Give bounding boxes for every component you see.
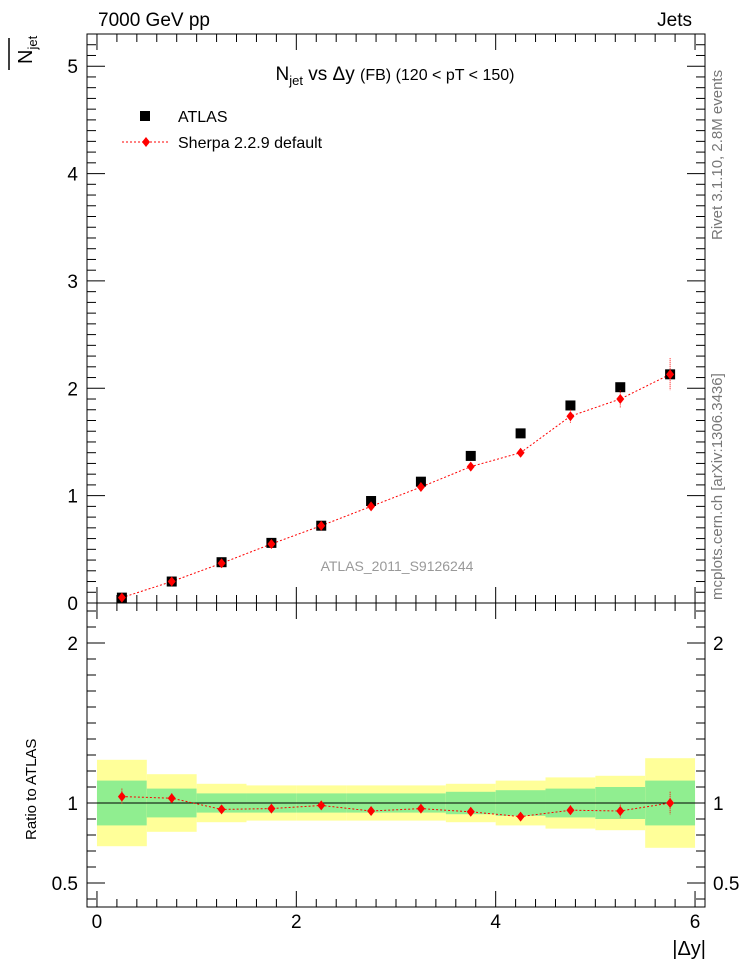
ratio-point xyxy=(516,811,525,822)
xtick-label: 6 xyxy=(690,912,701,933)
sherpa-point xyxy=(666,369,675,380)
legend-sherpa-marker xyxy=(142,137,150,147)
header-right: Jets xyxy=(657,10,692,31)
sherpa-point xyxy=(367,501,376,512)
ratio-point xyxy=(616,806,625,816)
atlas-point xyxy=(415,476,426,487)
xtick-label: 2 xyxy=(291,912,302,933)
legend-atlas-label: ATLAS xyxy=(178,109,228,126)
sherpa-point xyxy=(566,411,575,422)
bottom-ytick-label-right: 1 xyxy=(713,794,724,815)
sherpa-point xyxy=(516,447,525,458)
ratio-point xyxy=(566,805,575,816)
chart-title: Njet vs Δy (FB) (120 < pT < 150) xyxy=(276,64,515,88)
bottom-plot-frame xyxy=(86,602,706,908)
ratio-line xyxy=(121,796,671,818)
legend-sherpa-label: Sherpa 2.2.9 default xyxy=(178,135,323,152)
top-ytick-label: 5 xyxy=(67,57,78,78)
rivet-version-text: Rivet 3.1.10, 2.8M events xyxy=(709,70,726,240)
ratio-point xyxy=(167,793,176,804)
bottom-ytick-label-left: 2 xyxy=(67,634,78,655)
sherpa-line xyxy=(121,373,671,599)
top-ytick-label: 2 xyxy=(67,379,78,400)
sherpa-point xyxy=(267,538,276,549)
top-ylabel: Njet xyxy=(8,35,40,70)
bottom-ytick-label-right: 0.5 xyxy=(713,874,739,895)
bottom-ytick-label-left: 0.5 xyxy=(52,874,78,895)
analysis-watermark: ATLAS_2011_S9126244 xyxy=(321,558,474,574)
header-left: 7000 GeV pp xyxy=(98,10,210,31)
atlas-point xyxy=(366,496,377,507)
sherpa-point xyxy=(416,482,425,493)
xtick-label: 4 xyxy=(490,912,501,933)
sherpa-point xyxy=(466,461,475,472)
ratio-point xyxy=(666,798,675,808)
ratio-point xyxy=(117,791,126,802)
sherpa-point xyxy=(217,558,226,569)
ratio-point xyxy=(416,803,425,814)
legend-atlas-marker xyxy=(140,111,150,121)
atlas-point xyxy=(465,450,476,461)
sherpa-point xyxy=(317,520,326,531)
bottom-ytick-label-right: 2 xyxy=(713,634,724,655)
sherpa-point xyxy=(616,394,625,405)
ratio-point xyxy=(217,804,226,815)
bottom-ytick-label-left: 1 xyxy=(67,794,78,815)
ratio-point xyxy=(367,806,376,816)
bottom-ylabel: Ratio to ATLAS xyxy=(23,739,40,840)
atlas-point xyxy=(615,382,626,393)
sherpa-point xyxy=(167,576,176,587)
top-ytick-label: 4 xyxy=(67,165,78,186)
top-ytick-label: 0 xyxy=(67,594,78,615)
top-ytick-label: 1 xyxy=(67,487,78,508)
legend: ATLAS Sherpa 2.2.9 default xyxy=(122,109,323,152)
xtick-label: 0 xyxy=(92,912,103,933)
atlas-point xyxy=(565,400,576,411)
ratio-point xyxy=(267,803,276,814)
svg-text:Njet: Njet xyxy=(15,35,40,64)
ratio-point xyxy=(466,806,475,817)
atlas-point xyxy=(515,428,526,439)
ratio-point xyxy=(317,800,326,811)
sherpa-point xyxy=(117,592,126,603)
x-axis-label: |Δy| xyxy=(672,938,706,960)
mcplots-text: mcplots.cern.ch [arXiv:1306.3436] xyxy=(709,373,726,600)
top-ytick-label: 3 xyxy=(67,272,78,293)
